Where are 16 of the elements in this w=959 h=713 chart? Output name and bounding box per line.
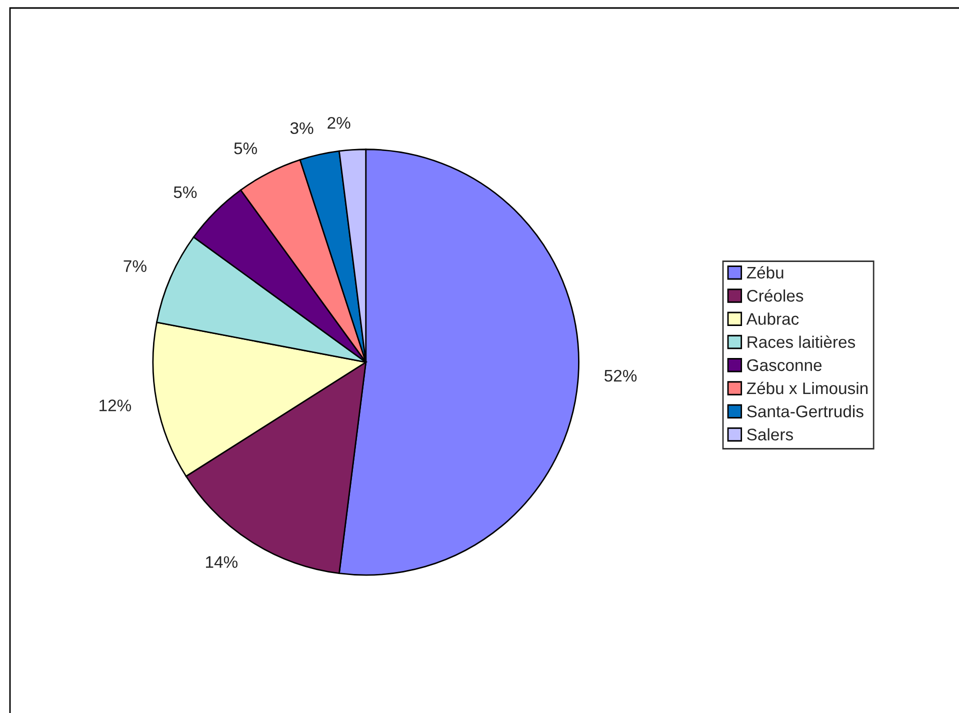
data-label: 5% xyxy=(234,142,258,154)
data-label: 12% xyxy=(100,400,132,412)
data-label: 52% xyxy=(604,370,637,382)
legend-label: Santa-Gertrudis xyxy=(747,405,864,418)
data-label: 5% xyxy=(174,186,197,198)
legend-label: Zébu x Limousin xyxy=(746,382,868,394)
legend-label: Aubrac xyxy=(746,312,799,325)
legend-label: Créoles xyxy=(747,289,804,302)
legend-label: Races laitières xyxy=(748,336,856,348)
legend-label: Gasconne xyxy=(747,359,822,372)
legend-label: Zébu xyxy=(746,266,784,279)
data-label: 3% xyxy=(290,122,314,134)
data-label: 7% xyxy=(124,260,146,272)
legend-label: Salers xyxy=(747,428,793,440)
data-label: 2% xyxy=(328,116,350,129)
data-label: 14% xyxy=(206,556,238,568)
